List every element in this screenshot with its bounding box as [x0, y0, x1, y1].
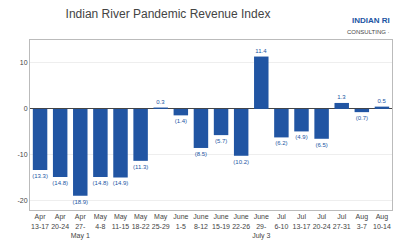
- svg-text:(4.9): (4.9): [295, 134, 307, 140]
- svg-text:Indian River Pandemic Revenue: Indian River Pandemic Revenue Index: [66, 7, 271, 21]
- svg-text:Jul13-17: Jul13-17: [293, 213, 311, 229]
- svg-text:1.3: 1.3: [337, 94, 346, 100]
- svg-text:(5.7): (5.7): [215, 138, 227, 144]
- svg-text:June15-19: June15-19: [212, 213, 230, 229]
- svg-text:Jul6-10: Jul6-10: [274, 213, 288, 229]
- svg-text:June1-5: June1-5: [173, 213, 188, 229]
- svg-text:Apr20-24: Apr20-24: [51, 213, 69, 229]
- svg-text:(14.8): (14.8): [52, 180, 68, 186]
- svg-text:Apr27-May 1: Apr27-May 1: [71, 213, 90, 239]
- svg-text:(11.3): (11.3): [133, 164, 148, 170]
- svg-text:(10.2): (10.2): [233, 159, 249, 165]
- svg-text:CONSULTING ·: CONSULTING ·: [347, 29, 390, 35]
- svg-text:0.3: 0.3: [156, 99, 165, 105]
- svg-text:INDIAN RI: INDIAN RI: [352, 16, 390, 25]
- svg-text:-20: -20: [17, 197, 27, 204]
- svg-text:May11-15: May11-15: [112, 213, 129, 229]
- svg-text:June29-July 3: June29-July 3: [252, 213, 270, 239]
- svg-text:Aug3-7: Aug3-7: [356, 213, 369, 229]
- svg-text:(14.8): (14.8): [93, 180, 109, 186]
- svg-text:0.5: 0.5: [377, 98, 386, 104]
- svg-text:-10: -10: [17, 151, 27, 158]
- svg-text:(0.7): (0.7): [356, 115, 368, 121]
- svg-text:Apr13-17: Apr13-17: [31, 213, 49, 229]
- svg-text:(18.9): (18.9): [72, 199, 88, 205]
- svg-text:(6.5): (6.5): [315, 142, 327, 148]
- svg-text:May25-29: May25-29: [152, 213, 170, 229]
- svg-text:10: 10: [20, 59, 28, 66]
- svg-text:May4-8: May4-8: [94, 213, 108, 229]
- svg-text:May18-22: May18-22: [132, 213, 150, 229]
- svg-text:(6.2): (6.2): [275, 140, 287, 146]
- svg-text:(14.9): (14.9): [113, 180, 129, 186]
- svg-text:(1.4): (1.4): [175, 118, 187, 124]
- svg-text:(8.5): (8.5): [195, 151, 207, 157]
- svg-text:Jul27-31: Jul27-31: [333, 213, 351, 229]
- svg-text:Aug10-14: Aug10-14: [373, 213, 391, 229]
- svg-text:June8-12: June8-12: [193, 213, 208, 229]
- svg-text:11.4: 11.4: [255, 48, 267, 54]
- svg-text:June22-26: June22-26: [232, 213, 250, 229]
- svg-text:Jul20-24: Jul20-24: [313, 213, 331, 229]
- svg-text:(13.3): (13.3): [32, 173, 48, 179]
- svg-text:0: 0: [24, 105, 28, 112]
